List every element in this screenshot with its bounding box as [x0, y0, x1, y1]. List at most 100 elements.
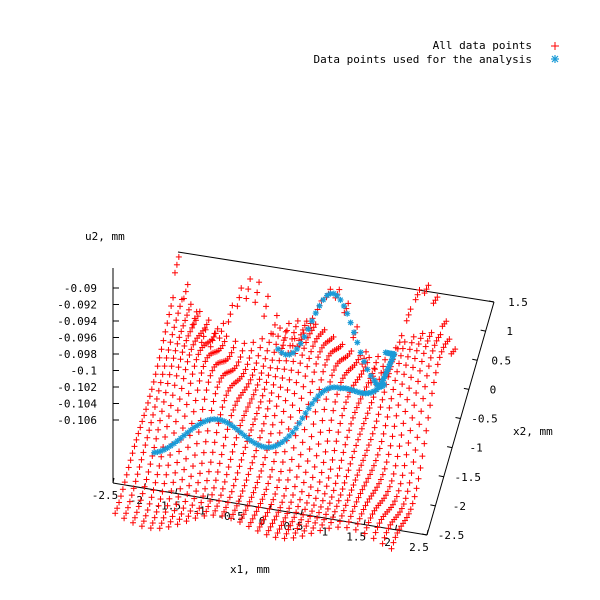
data-point-all: [390, 386, 397, 393]
data-point-all: [276, 429, 283, 436]
data-point-all: [408, 374, 415, 381]
data-point-all: [241, 412, 248, 419]
data-point-all: [181, 413, 188, 420]
data-point-all: [256, 376, 263, 383]
data-point-used: [386, 363, 393, 370]
data-point-all: [249, 372, 256, 379]
data-point-used: [301, 333, 308, 340]
z-tick-label: -0.09: [64, 282, 97, 295]
data-point-all: [189, 502, 196, 509]
data-point-all: [355, 436, 362, 443]
data-point-all: [412, 447, 419, 454]
data-point-all: [413, 347, 420, 354]
x-tick: [300, 509, 303, 515]
data-point-all: [353, 359, 360, 366]
data-point-all: [360, 506, 367, 513]
data-point-all: [146, 427, 153, 434]
data-point-all: [201, 396, 208, 403]
data-point-all: [341, 479, 348, 486]
data-point-all: [116, 499, 123, 506]
data-point-all: [405, 439, 412, 446]
data-point-all: [376, 480, 383, 487]
data-point-all: [306, 446, 313, 453]
data-point-all: [165, 346, 172, 353]
z-tick-label: -0.092: [57, 299, 97, 312]
data-point-all: [324, 438, 331, 445]
data-point-all: [345, 300, 352, 307]
data-point-all: [388, 477, 395, 484]
data-point-all: [196, 470, 203, 477]
data-point-all: [326, 427, 333, 434]
data-point-all: [243, 408, 250, 415]
data-point-all: [320, 459, 327, 466]
data-point-all: [298, 395, 305, 402]
data-point-all: [365, 475, 372, 482]
data-point-all: [313, 360, 320, 367]
data-point-all: [151, 514, 158, 521]
data-point-all: [262, 355, 269, 362]
data-point-used: [228, 422, 235, 429]
data-point-all: [329, 514, 336, 521]
data-point-all: [214, 503, 221, 510]
legend-label-all: All data points: [433, 39, 532, 52]
data-point-all: [195, 479, 202, 486]
data-point-all: [229, 302, 236, 309]
data-point-all: [277, 384, 284, 391]
data-point-all: [203, 387, 210, 394]
data-point-all: [174, 340, 181, 347]
data-point-all: [211, 439, 218, 446]
data-point-all: [200, 449, 207, 456]
data-point-all: [284, 476, 291, 483]
data-point-used: [187, 427, 194, 434]
data-point-all: [170, 479, 177, 486]
data-point-all: [141, 412, 148, 419]
data-point-all: [384, 488, 391, 495]
data-point-all: [372, 457, 379, 464]
data-point-all: [329, 372, 336, 379]
data-point-all: [119, 486, 126, 493]
data-point-all: [257, 500, 264, 507]
data-point-all: [418, 358, 425, 365]
data-point-all: [225, 464, 232, 471]
data-point-all: [124, 504, 131, 511]
data-point-all: [327, 466, 334, 473]
data-point-all: [176, 334, 183, 341]
data-point-all: [156, 354, 163, 361]
data-point-all: [416, 421, 423, 428]
data-point-used: [302, 410, 309, 417]
data-point-all: [260, 363, 267, 370]
data-point-all: [385, 525, 392, 532]
data-point-all: [247, 276, 254, 283]
data-point-all: [181, 466, 188, 473]
x-axis-ticks: -2.5-2-1.5-1-0.500.511.522.5: [92, 477, 429, 554]
data-point-all: [228, 349, 235, 356]
data-point-all: [178, 328, 185, 335]
data-point-all: [408, 470, 415, 477]
data-point-all: [297, 360, 304, 367]
data-point-all: [236, 519, 243, 526]
y-tick: [438, 475, 444, 478]
data-point-all: [380, 363, 387, 370]
data-point-all: [252, 387, 259, 394]
data-point-all: [231, 507, 238, 514]
data-point-all: [263, 303, 270, 310]
data-point-all: [318, 376, 325, 383]
data-point-all: [194, 510, 201, 517]
data-point-all: [332, 480, 339, 487]
data-point-all: [288, 367, 295, 374]
data-point-all: [133, 509, 140, 516]
data-point-all: [178, 385, 185, 392]
data-point-all: [402, 517, 409, 524]
data-point-all: [214, 325, 221, 332]
data-point-all: [256, 473, 263, 480]
data-point-all: [275, 393, 282, 400]
y-tick: [472, 358, 478, 361]
data-point-used: [382, 370, 389, 377]
data-point-all: [388, 545, 395, 552]
data-point-all: [399, 381, 406, 388]
data-point-all: [182, 288, 189, 295]
data-point-all: [429, 390, 436, 397]
data-point-all: [230, 482, 237, 489]
data-point-used: [234, 427, 241, 434]
data-point-all: [431, 342, 438, 349]
